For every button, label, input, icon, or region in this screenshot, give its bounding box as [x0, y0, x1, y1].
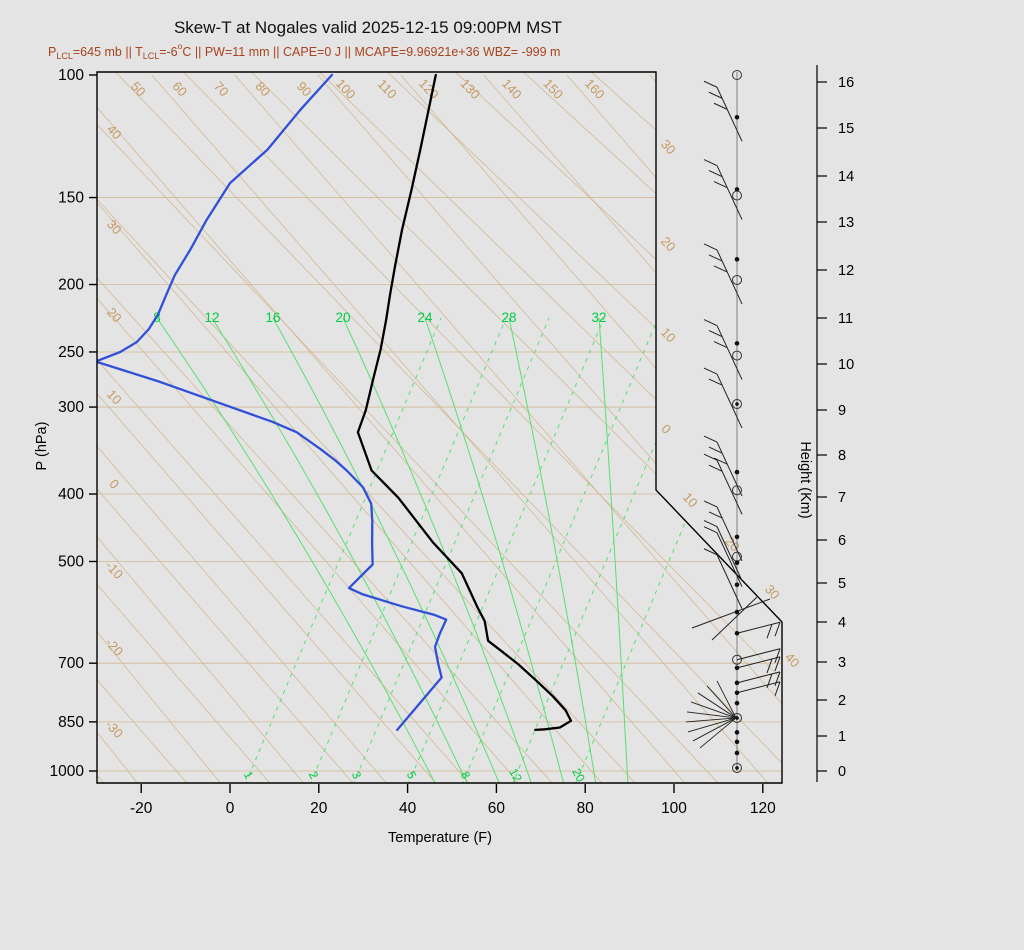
svg-text:5: 5 [838, 576, 846, 592]
svg-text:100: 100 [333, 76, 359, 102]
svg-text:160: 160 [582, 76, 608, 102]
svg-text:20: 20 [310, 800, 328, 817]
svg-text:8: 8 [838, 448, 846, 464]
svg-text:1: 1 [838, 729, 846, 745]
svg-text:40: 40 [104, 122, 125, 143]
svg-text:30: 30 [762, 582, 783, 603]
svg-text:-30: -30 [102, 717, 126, 741]
svg-text:20: 20 [658, 234, 679, 255]
svg-text:120: 120 [416, 76, 442, 102]
isotherm-labels: 50 60 70 80 90 100 110 120 130 140 150 160403020100… [102, 76, 802, 741]
chart-subtitle: PLCL=645 mb || TLCL=-6oC || PW=11 mm || … [48, 41, 560, 61]
svg-text:140: 140 [499, 76, 525, 102]
svg-text:200: 200 [58, 277, 84, 294]
svg-text:16: 16 [265, 310, 280, 325]
svg-text:60: 60 [169, 79, 190, 100]
svg-text:0: 0 [226, 800, 235, 817]
svg-text:700: 700 [58, 655, 84, 672]
temperature-trace [356, 73, 573, 732]
background-grid [97, 72, 782, 783]
svg-text:-20: -20 [102, 635, 126, 659]
svg-text:150: 150 [540, 76, 566, 102]
titles: Skew-T at Nogales valid 2025-12-15 09:00… [34, 18, 813, 846]
svg-text:150: 150 [58, 190, 84, 207]
plot-border [96, 71, 783, 784]
svg-text:9: 9 [838, 403, 846, 419]
svg-text:-20: -20 [130, 800, 153, 817]
x-axis-title: Temperature (F) [388, 830, 492, 846]
wind-barbs [685, 70, 781, 773]
svg-text:10: 10 [104, 387, 125, 408]
svg-text:3: 3 [838, 655, 846, 671]
svg-text:6: 6 [838, 533, 846, 549]
svg-text:0: 0 [658, 421, 674, 437]
svg-text:14: 14 [838, 169, 854, 185]
svg-text:20: 20 [335, 310, 350, 325]
svg-text:20: 20 [104, 305, 125, 326]
svg-text:2: 2 [838, 693, 846, 709]
chart-title: Skew-T at Nogales valid 2025-12-15 09:00… [174, 18, 562, 37]
svg-text:28: 28 [501, 310, 516, 325]
svg-text:120: 120 [750, 800, 776, 817]
svg-text:16: 16 [838, 75, 854, 91]
svg-text:7: 7 [838, 490, 846, 506]
svg-text:40: 40 [782, 650, 803, 671]
svg-text:0: 0 [838, 764, 846, 780]
svg-text:850: 850 [58, 714, 84, 731]
svg-text:50: 50 [128, 79, 149, 100]
svg-text:60: 60 [488, 800, 506, 817]
svg-text:100: 100 [58, 67, 84, 84]
svg-text:11: 11 [838, 311, 853, 327]
svg-text:30: 30 [658, 137, 679, 158]
svg-text:4: 4 [838, 615, 846, 631]
svg-text:32: 32 [591, 310, 606, 325]
svg-text:300: 300 [58, 399, 84, 416]
height-axis-title: Height (Km) [797, 441, 813, 518]
sounding-traces [97, 73, 573, 732]
svg-text:13: 13 [838, 215, 854, 231]
svg-text:0: 0 [106, 476, 122, 492]
axes: -20 0 20 40 60 80 100 1201001502002503004005007… [50, 65, 854, 817]
svg-text:400: 400 [58, 486, 84, 503]
svg-text:250: 250 [58, 344, 84, 361]
dewpoint-trace [97, 73, 448, 732]
svg-text:40: 40 [399, 800, 417, 817]
svg-text:10: 10 [680, 490, 701, 511]
svg-text:500: 500 [58, 553, 84, 570]
svg-text:12: 12 [838, 263, 854, 279]
svg-text:1000: 1000 [50, 763, 85, 780]
svg-text:20: 20 [569, 766, 588, 785]
svg-text:12: 12 [506, 766, 525, 785]
svg-text:30: 30 [104, 217, 125, 238]
svg-text:12: 12 [204, 310, 219, 325]
svg-text:10: 10 [838, 357, 854, 373]
svg-text:130: 130 [457, 76, 483, 102]
svg-text:80: 80 [577, 800, 595, 817]
svg-text:15: 15 [838, 121, 854, 137]
moist-mixing-labels: 8 12 16 20 24 28 321 2 3 5 8 12 20 [153, 310, 606, 785]
y-axis-title: P (hPa) [34, 422, 50, 471]
svg-text:10: 10 [658, 325, 679, 346]
svg-text:24: 24 [417, 310, 433, 325]
svg-text:100: 100 [661, 800, 687, 817]
svg-text:80: 80 [252, 79, 273, 100]
svg-text:70: 70 [211, 79, 232, 100]
